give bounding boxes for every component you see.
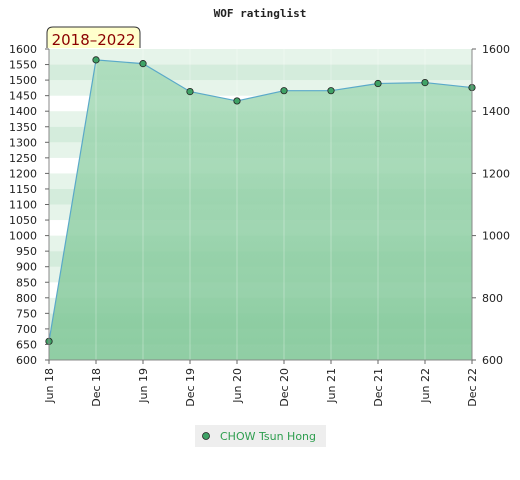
y-right-tick-label: 800: [482, 292, 503, 305]
y-axis-right: 600 800 1000 1200 1400 1600: [472, 43, 510, 367]
data-point: [139, 60, 147, 68]
y-left-tick-label: 1350: [9, 121, 37, 134]
y-left-tick-label: 1400: [9, 105, 37, 118]
y-axis-left: 600 650 700 750 800 850 900 950 1000 1050 1100 1150…: [9, 43, 49, 367]
x-tick-label: Jun 20: [231, 368, 244, 404]
y-right-tick-label: 1000: [482, 230, 510, 243]
y-left-tick-label: 1300: [9, 136, 37, 149]
x-tick-label: Jun 19: [137, 368, 150, 404]
x-tick-label: Jun 21: [325, 368, 338, 404]
series-line: [48, 59, 473, 342]
y-left-tick-label: 1100: [9, 199, 37, 212]
y-left-tick-label: 1550: [9, 59, 37, 72]
x-tick-label: Dec 18: [90, 368, 103, 407]
y-left-tick-label: 1000: [9, 230, 37, 243]
x-tick-label: Jun 22: [419, 368, 432, 404]
y-left-tick-label: 1250: [9, 152, 37, 165]
series-area: [49, 59, 472, 360]
y-left-tick-label: 900: [16, 261, 37, 274]
legend-label: CHOW Tsun Hong: [220, 430, 316, 443]
x-axis: Jun 18 Dec 18 Jun 19 Dec 19 Jun 20 Dec 20 Jun …: [43, 360, 479, 407]
y-left-tick-label: 1050: [9, 214, 37, 227]
grid-band: [49, 49, 472, 65]
x-tick-label: Dec 20: [278, 368, 291, 407]
data-point: [233, 97, 241, 105]
y-left-tick-label: 650: [16, 338, 37, 351]
data-point: [92, 56, 100, 64]
y-left-tick-label: 850: [16, 276, 37, 289]
legend-marker: [202, 432, 210, 440]
y-left-tick-label: 800: [16, 292, 37, 305]
y-left-tick-label: 950: [16, 245, 37, 258]
period-badge-label: 2018–2022: [52, 31, 136, 49]
data-point: [280, 87, 288, 95]
y-left-tick-label: 600: [16, 354, 37, 367]
y-right-tick-label: 600: [482, 354, 503, 367]
y-right-tick-label: 1600: [482, 43, 510, 56]
data-point: [374, 79, 382, 88]
period-badge: 2018–2022: [46, 26, 141, 49]
y-right-tick-label: 1200: [482, 167, 510, 180]
y-left-tick-label: 1450: [9, 90, 37, 103]
x-tick-label: Jun 18: [43, 368, 56, 404]
x-tick-label: Dec 22: [466, 368, 479, 407]
x-tick-label: Dec 21: [372, 368, 385, 407]
y-left-tick-label: 1150: [9, 183, 37, 196]
y-left-tick-label: 700: [16, 323, 37, 336]
chart-title: WOF ratinglist: [214, 7, 307, 20]
legend[interactable]: CHOW Tsun Hong: [195, 425, 326, 447]
data-point: [186, 88, 194, 96]
y-left-tick-label: 1200: [9, 167, 37, 180]
x-tick-label: Dec 19: [184, 368, 197, 407]
data-point: [421, 78, 429, 87]
y-right-tick-label: 1400: [482, 105, 510, 118]
data-point: [327, 87, 335, 95]
y-left-tick-label: 1600: [9, 43, 37, 56]
y-left-tick-label: 1500: [9, 74, 37, 87]
y-left-tick-label: 750: [16, 307, 37, 320]
